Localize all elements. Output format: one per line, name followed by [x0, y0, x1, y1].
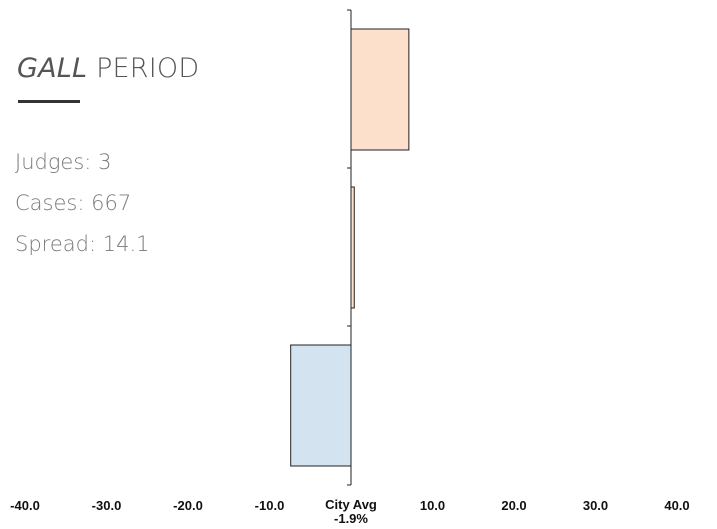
panel-title-rest: PERIOD: [87, 53, 200, 84]
panel-title: GALL PERIOD: [17, 53, 199, 84]
x-tick-label-4: 10.0: [420, 498, 445, 513]
x-tick-label-2: -20.0: [173, 498, 203, 513]
stat-cases: Cases: 667: [15, 191, 132, 215]
bar-0: [350, 28, 410, 151]
stat-judges: Judges: 3: [15, 150, 112, 174]
x-tick-label-5: 20.0: [501, 498, 526, 513]
city-avg-label: City Avg: [325, 497, 377, 512]
x-tick-label-7: 40.0: [664, 498, 689, 513]
title-underline: [18, 100, 80, 103]
x-tick-label-1: -30.0: [92, 498, 122, 513]
panel-title-italic: GALL: [17, 53, 88, 84]
x-tick-label-6: 30.0: [583, 498, 608, 513]
bar-1: [350, 186, 355, 309]
stat-spread: Spread: 14.1: [15, 232, 150, 256]
x-tick-label-3: -10.0: [255, 498, 285, 513]
x-tick-label-0: -40.0: [10, 498, 40, 513]
city-avg-value: -1.9%: [334, 511, 368, 526]
bar-2: [290, 344, 352, 467]
